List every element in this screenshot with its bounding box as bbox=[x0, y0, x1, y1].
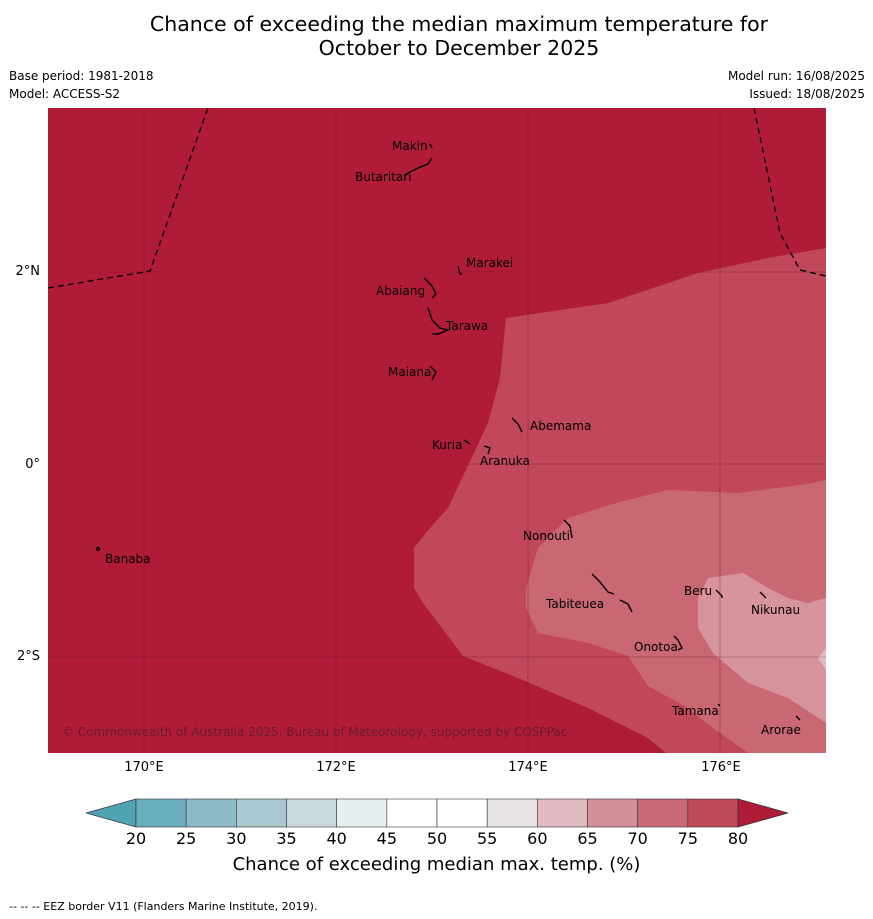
place-label: Tarawa bbox=[445, 319, 488, 333]
place-label: Onotoa bbox=[634, 640, 678, 654]
place-label: Kuria bbox=[432, 438, 463, 452]
colorbar-label: Chance of exceeding median max. temp. (%… bbox=[232, 854, 641, 875]
colorbar-tick-label: 30 bbox=[226, 829, 247, 848]
colorbar-bin bbox=[236, 798, 287, 828]
colorbar-bin bbox=[436, 798, 488, 828]
place-label: Beru bbox=[684, 584, 712, 598]
place-label: Maiana bbox=[388, 365, 431, 379]
meta-left: Base period: 1981-2018 Model: ACCESS-S2 bbox=[9, 67, 154, 103]
colorbar bbox=[86, 798, 788, 828]
meta-right: Model run: 16/08/2025 Issued: 18/08/2025 bbox=[728, 67, 865, 103]
place-label: Arorae bbox=[761, 723, 801, 737]
colorbar-tick-label: 70 bbox=[627, 829, 648, 848]
colorbar-bin bbox=[386, 798, 438, 828]
island-shapes bbox=[95, 143, 801, 721]
region-65-70 bbox=[526, 480, 826, 753]
place-label: Banaba bbox=[105, 552, 151, 566]
place-labels: Makin Butaritari Marakei Abaiang Tarawa … bbox=[105, 139, 801, 737]
colorbar-bin bbox=[587, 798, 638, 828]
colorbar-tick-label: 55 bbox=[477, 829, 498, 848]
place-label: Marakei bbox=[466, 256, 513, 270]
colorbar-bin bbox=[486, 798, 538, 828]
colorbar-tick-label: 60 bbox=[527, 829, 548, 848]
place-label: Abemama bbox=[530, 419, 591, 433]
place-label: Tamana bbox=[671, 704, 719, 718]
colorbar-tick-label: 80 bbox=[727, 829, 749, 848]
colorbar-tick-label: 45 bbox=[376, 829, 398, 848]
colorbar-tick-label: 65 bbox=[577, 829, 598, 848]
colorbar-high-extend bbox=[737, 798, 788, 828]
x-tick: 176°E bbox=[701, 760, 741, 775]
colorbar-bin bbox=[185, 798, 237, 828]
place-label: Tabiteuea bbox=[545, 597, 604, 611]
colorbar-tick-label: 35 bbox=[276, 829, 297, 848]
model-run: Model run: 16/08/2025 bbox=[727, 69, 865, 83]
colorbar-bin bbox=[637, 798, 689, 828]
colorbar-tick-label: 75 bbox=[677, 829, 699, 848]
colorbar-bin bbox=[687, 798, 739, 828]
y-tick: 2°N bbox=[15, 264, 41, 279]
forecast-map: Makin Butaritari Marakei Abaiang Tarawa … bbox=[48, 108, 826, 753]
title-line-1: Chance of exceeding the median maximum t… bbox=[149, 12, 769, 36]
map-title: Chance of exceeding the median maximum t… bbox=[0, 12, 873, 60]
y-tick: 2°S bbox=[16, 649, 40, 664]
colorbar-tick-label: 40 bbox=[326, 829, 347, 848]
region-notch bbox=[818, 648, 826, 670]
colorbar-bin bbox=[286, 798, 337, 828]
colorbar-bin bbox=[135, 798, 187, 828]
x-tick: 172°E bbox=[316, 760, 356, 775]
place-label: Nonouti bbox=[523, 529, 570, 543]
issued-date: Issued: 18/08/2025 bbox=[749, 87, 865, 101]
title-line-2: October to December 2025 bbox=[318, 36, 600, 60]
map-copyright: © Commonwealth of Australia 2025, Bureau… bbox=[62, 725, 567, 739]
colorbar-bin bbox=[336, 798, 388, 828]
y-tick: 0° bbox=[25, 457, 40, 472]
colorbar-tick-label: 25 bbox=[175, 829, 197, 848]
place-label: Makin bbox=[392, 139, 428, 153]
colorbar-bin bbox=[537, 798, 588, 828]
model-name: Model: ACCESS-S2 bbox=[9, 87, 121, 101]
colorbar-low-extend bbox=[86, 798, 137, 828]
place-label: Butaritari bbox=[355, 170, 412, 184]
x-tick: 170°E bbox=[124, 760, 164, 775]
x-tick: 174°E bbox=[508, 760, 548, 775]
footnote: -- -- -- EEZ border V11 (Flanders Marine… bbox=[9, 900, 318, 913]
place-label: Nikunau bbox=[751, 603, 800, 617]
place-label: Aranuka bbox=[480, 454, 530, 468]
region-60-65 bbox=[698, 573, 826, 723]
colorbar-tick-label: 20 bbox=[125, 829, 147, 848]
colorbar-tick-label: 50 bbox=[426, 829, 448, 848]
gridlines bbox=[48, 108, 826, 753]
eez-border bbox=[48, 108, 826, 289]
base-period: Base period: 1981-2018 bbox=[9, 69, 154, 83]
place-label: Abaiang bbox=[376, 284, 425, 298]
